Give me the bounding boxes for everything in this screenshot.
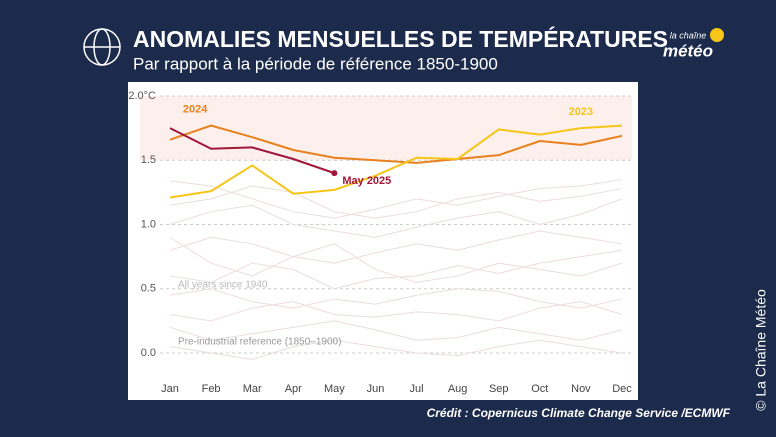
y-tick-label: 1.0 bbox=[141, 218, 156, 230]
x-tick-label: Jun bbox=[367, 383, 385, 395]
background-line bbox=[169, 179, 623, 219]
y-tick-label: 1.5 bbox=[141, 154, 156, 166]
background-line bbox=[169, 198, 623, 238]
x-tick-label: Oct bbox=[531, 383, 548, 395]
background-line bbox=[169, 230, 623, 264]
annotation: Pre-industrial reference (1850–1900) bbox=[178, 337, 341, 348]
logo-sun bbox=[710, 28, 724, 42]
y-tick-label: 0.5 bbox=[141, 283, 156, 295]
title: ANOMALIES MENSUELLES DE TEMPÉRATURES bbox=[133, 25, 668, 52]
y-tick-label: 2.0°C bbox=[128, 90, 156, 102]
x-tick-label: Feb bbox=[202, 383, 221, 395]
background-line bbox=[169, 301, 623, 322]
end-point bbox=[331, 170, 338, 177]
logo-top: la chaîne bbox=[670, 30, 707, 40]
logo-bottom: météo bbox=[663, 41, 713, 60]
x-tick-label: Sep bbox=[489, 383, 509, 395]
x-tick-label: Mar bbox=[243, 383, 262, 395]
copyright: © La Chaîne Météo bbox=[753, 289, 769, 411]
background-line bbox=[169, 320, 623, 341]
subtitle: Par rapport à la période de référence 18… bbox=[133, 54, 498, 73]
globe-icon bbox=[83, 28, 121, 66]
background-line bbox=[169, 185, 623, 219]
x-tick-label: Jul bbox=[410, 383, 424, 395]
x-tick-label: Aug bbox=[448, 383, 468, 395]
x-tick-label: Dec bbox=[612, 383, 632, 395]
x-tick-label: Jan bbox=[161, 383, 179, 395]
series-label: 2024 bbox=[183, 103, 208, 115]
background-line bbox=[169, 249, 623, 290]
series-label: May 2025 bbox=[342, 175, 391, 187]
background-line bbox=[169, 288, 623, 309]
annotation: All years since 1940 bbox=[178, 280, 268, 291]
x-tick-label: Nov bbox=[571, 383, 591, 395]
credit: Crédit : Copernicus Climate Change Servi… bbox=[427, 406, 731, 420]
series-line bbox=[169, 124, 623, 199]
y-tick-label: 0.0 bbox=[141, 347, 156, 359]
series-label: 2023 bbox=[569, 106, 593, 118]
background-line bbox=[169, 236, 623, 283]
x-tick-label: May bbox=[324, 383, 345, 395]
background-line bbox=[169, 339, 623, 360]
series-line bbox=[169, 124, 623, 164]
series-line bbox=[169, 127, 335, 175]
x-tick-label: Apr bbox=[285, 383, 302, 395]
highlight-band bbox=[140, 96, 632, 161]
